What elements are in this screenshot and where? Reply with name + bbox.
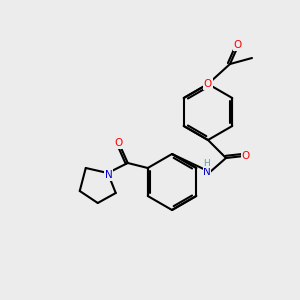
Text: O: O <box>115 138 123 148</box>
Text: N: N <box>203 167 211 177</box>
Text: O: O <box>204 79 212 89</box>
Text: O: O <box>234 40 242 50</box>
Text: O: O <box>242 151 250 161</box>
Text: H: H <box>204 158 210 167</box>
Text: N: N <box>105 170 112 180</box>
